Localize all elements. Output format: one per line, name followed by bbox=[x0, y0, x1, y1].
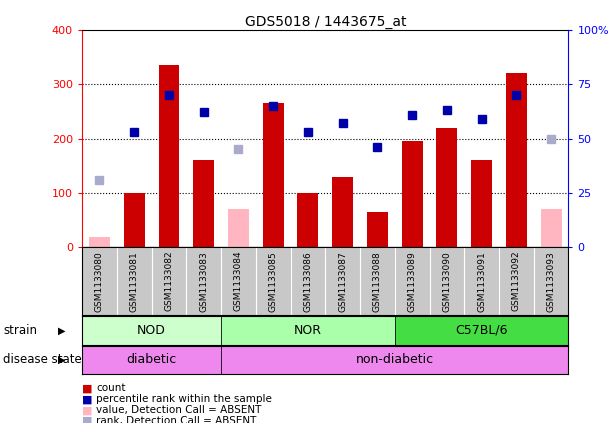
Text: GSM1133091: GSM1133091 bbox=[477, 251, 486, 312]
Text: strain: strain bbox=[3, 324, 37, 337]
Text: GSM1133087: GSM1133087 bbox=[338, 251, 347, 312]
Text: diabetic: diabetic bbox=[126, 354, 177, 366]
Bar bbox=[367, 212, 388, 247]
Bar bbox=[541, 209, 562, 247]
Text: GSM1133090: GSM1133090 bbox=[443, 251, 451, 312]
Text: ■: ■ bbox=[82, 405, 92, 415]
Text: GSM1133089: GSM1133089 bbox=[407, 251, 416, 312]
Bar bbox=[297, 193, 319, 247]
Text: GSM1133084: GSM1133084 bbox=[234, 251, 243, 311]
Text: GSM1133085: GSM1133085 bbox=[269, 251, 278, 312]
Bar bbox=[437, 128, 457, 247]
Bar bbox=[228, 209, 249, 247]
Text: ■: ■ bbox=[82, 383, 92, 393]
Bar bbox=[221, 316, 395, 345]
Text: C57BL/6: C57BL/6 bbox=[455, 324, 508, 337]
Bar bbox=[124, 193, 145, 247]
Title: GDS5018 / 1443675_at: GDS5018 / 1443675_at bbox=[244, 14, 406, 29]
Text: GSM1133083: GSM1133083 bbox=[199, 251, 208, 312]
Text: ■: ■ bbox=[82, 416, 92, 423]
Bar bbox=[263, 103, 283, 247]
Bar bbox=[193, 160, 214, 247]
Text: GSM1133092: GSM1133092 bbox=[512, 251, 521, 311]
Text: GSM1133086: GSM1133086 bbox=[303, 251, 313, 312]
Text: GSM1133080: GSM1133080 bbox=[95, 251, 104, 312]
Text: ■: ■ bbox=[82, 394, 92, 404]
Text: ▶: ▶ bbox=[58, 325, 66, 335]
Text: value, Detection Call = ABSENT: value, Detection Call = ABSENT bbox=[96, 405, 261, 415]
Text: NOD: NOD bbox=[137, 324, 166, 337]
Text: percentile rank within the sample: percentile rank within the sample bbox=[96, 394, 272, 404]
Text: GSM1133093: GSM1133093 bbox=[547, 251, 556, 312]
Text: GSM1133082: GSM1133082 bbox=[164, 251, 173, 311]
Text: GSM1133081: GSM1133081 bbox=[130, 251, 139, 312]
Bar bbox=[402, 141, 423, 247]
Text: rank, Detection Call = ABSENT: rank, Detection Call = ABSENT bbox=[96, 416, 257, 423]
Bar bbox=[395, 316, 568, 345]
Bar bbox=[221, 346, 568, 374]
Text: GSM1133088: GSM1133088 bbox=[373, 251, 382, 312]
Bar bbox=[471, 160, 492, 247]
Text: ▶: ▶ bbox=[58, 355, 66, 365]
Bar bbox=[332, 177, 353, 247]
Bar bbox=[89, 236, 110, 247]
Bar bbox=[159, 65, 179, 247]
Text: NOR: NOR bbox=[294, 324, 322, 337]
Text: count: count bbox=[96, 383, 126, 393]
Text: non-diabetic: non-diabetic bbox=[356, 354, 434, 366]
Bar bbox=[82, 316, 221, 345]
Bar bbox=[82, 346, 221, 374]
Bar bbox=[506, 73, 527, 247]
Text: disease state: disease state bbox=[3, 354, 82, 366]
